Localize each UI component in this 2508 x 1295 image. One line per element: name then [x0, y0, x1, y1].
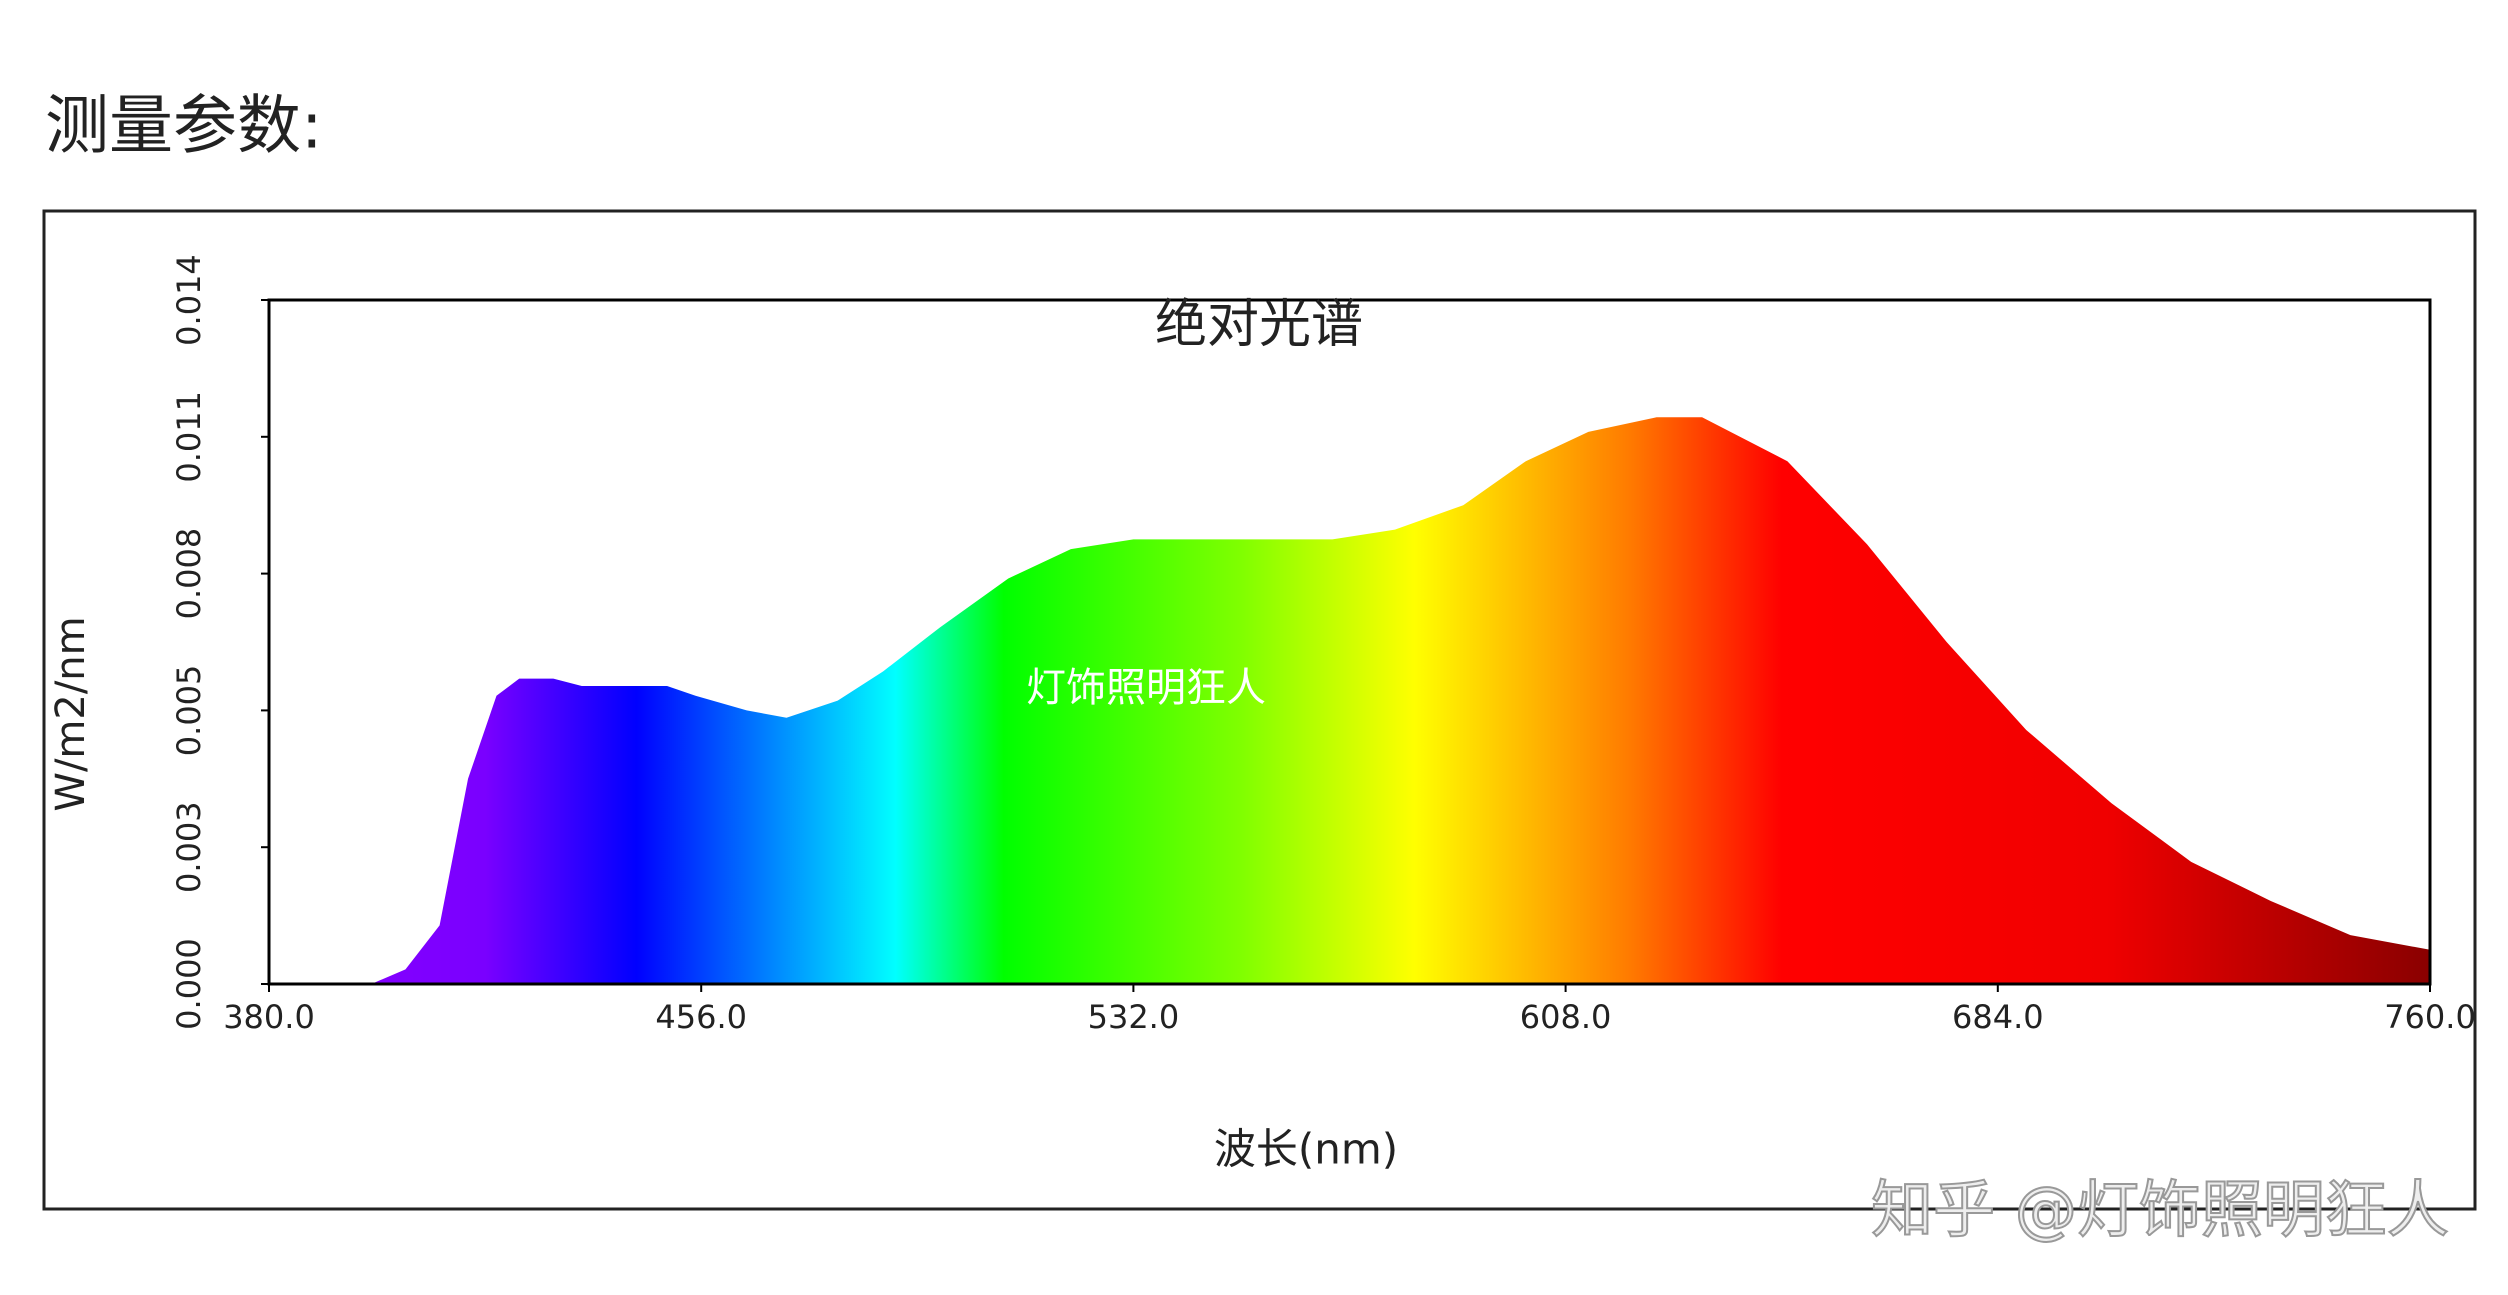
y-tick-label: 0.005 [170, 665, 208, 757]
chart-title: 绝对光谱 [1155, 295, 1363, 355]
x-tick-label: 380.0 [223, 998, 315, 1036]
x-axis-label: 波长(nm) [1214, 1125, 1398, 1174]
x-tick-label: 608.0 [1520, 998, 1612, 1036]
chart-frame [42, 209, 2477, 1211]
watermark: 灯饰照明狂人 [1026, 665, 1266, 711]
y-tick-label: 0.011 [170, 391, 208, 483]
x-tick-label: 760.0 [2384, 998, 2476, 1036]
plot-area [269, 417, 2430, 984]
plot-frame [267, 298, 2432, 986]
y-tick-label: 0.014 [170, 254, 208, 346]
y-tick-label: 0.008 [170, 528, 208, 620]
x-tick-label: 456.0 [655, 998, 747, 1036]
y-tick-label: 0.003 [170, 801, 208, 893]
watermark: 知乎 @灯饰照明狂人 [1871, 1173, 2449, 1246]
y-axis-label: W/m2/nm [48, 616, 94, 811]
x-tick-label: 684.0 [1952, 998, 2044, 1036]
y-tick-label: 0.000 [170, 938, 208, 1030]
page-title: 测量参数: [45, 90, 323, 164]
spectrum-area [269, 417, 2430, 984]
x-tick-label: 532.0 [1088, 998, 1180, 1036]
